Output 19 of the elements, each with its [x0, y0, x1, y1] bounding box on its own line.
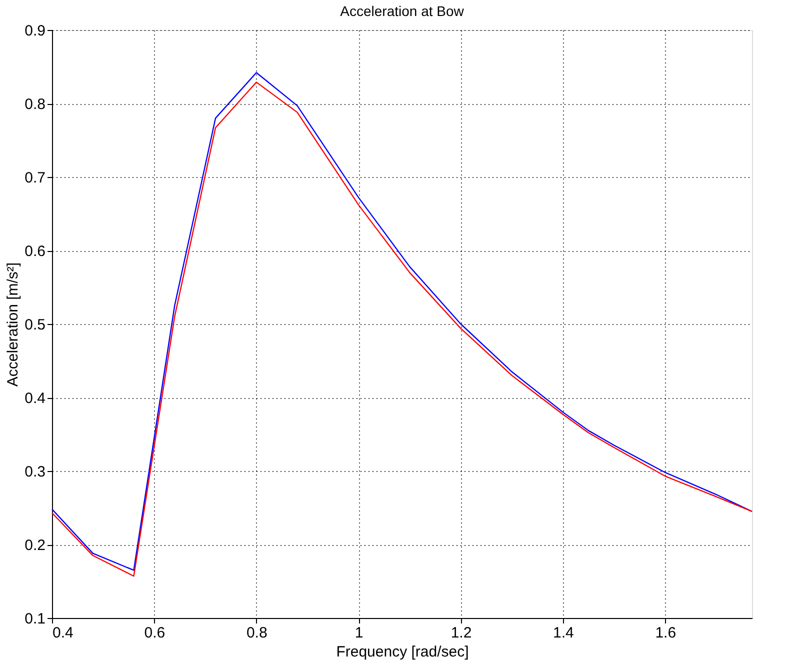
x-tick-label: 1.6 [655, 624, 676, 642]
x-tick-label: 0.6 [144, 624, 166, 642]
y-tick-label: 0.6 [24, 243, 46, 260]
x-tick-label: 0.4 [52, 624, 74, 642]
x-tick-label: 1.2 [450, 624, 472, 642]
y-tick-label: 0.8 [24, 96, 46, 113]
y-tick-label: 0.7 [24, 170, 46, 186]
y-tick-label: 0.5 [24, 316, 46, 334]
y-tick-label: 0.2 [24, 537, 46, 554]
y-tick-label: 0.4 [24, 390, 46, 407]
y-tick-label: 0.1 [24, 610, 46, 628]
x-axis-title: Frequency [rad/sec] [336, 644, 469, 660]
chart-title: Acceleration at Bow [340, 3, 465, 19]
x-tick-label: 1 [354, 624, 364, 642]
x-tick-label: 0.8 [246, 624, 268, 642]
y-axis-title: Acceleration [m/s²] [4, 262, 22, 387]
y-tick-label: 0.9 [24, 22, 46, 40]
y-tick-label: 0.3 [24, 464, 46, 480]
x-tick-label: 1.4 [553, 624, 574, 642]
